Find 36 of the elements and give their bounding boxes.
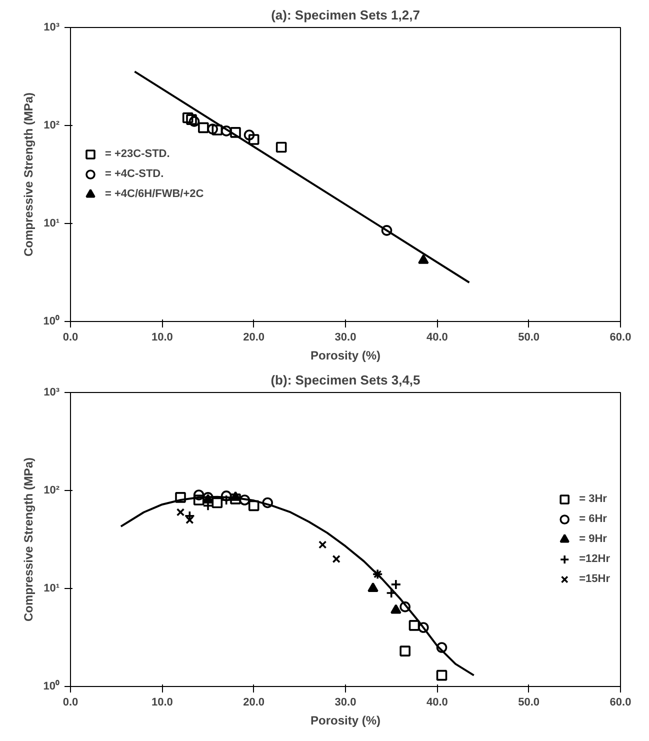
chart-title: (b): Specimen Sets 3,4,5 xyxy=(270,372,420,388)
x-tick-label: 10.0 xyxy=(151,696,173,708)
x-tick-label: 10.0 xyxy=(151,332,173,344)
x-tick-label: 30.0 xyxy=(334,696,356,708)
legend-label: = 3Hr xyxy=(579,493,607,505)
legend-label: =15Hr xyxy=(579,573,610,585)
y-tick-label: 10¹ xyxy=(44,218,60,230)
legend-label: = 6Hr xyxy=(579,513,607,525)
x-tick-label: 40.0 xyxy=(426,696,448,708)
y-tick-label: 10¹ xyxy=(44,582,60,594)
x-tick-label: 0.0 xyxy=(62,332,78,344)
y-axis-title: Compressive Strength (MPa) xyxy=(21,457,36,622)
x-tick-label: 60.0 xyxy=(610,696,632,708)
y-tick-label: 10³ xyxy=(44,386,60,398)
x-tick-label: 20.0 xyxy=(243,696,265,708)
x-tick-label: 60.0 xyxy=(610,332,632,344)
y-tick-label: 10³ xyxy=(44,22,60,34)
legend-label: = 9Hr xyxy=(579,533,607,545)
x-tick-label: 50.0 xyxy=(518,696,540,708)
legend-label: =12Hr xyxy=(579,553,610,565)
legend-label: = +23C-STD. xyxy=(105,148,170,160)
chart-title: (a): Specimen Sets 1,2,7 xyxy=(271,8,420,22)
y-tick-label: 10² xyxy=(44,120,60,132)
y-tick-label: 10² xyxy=(44,484,60,496)
legend-label: = +4C/6H/FWB/+2C xyxy=(105,188,204,200)
x-tick-label: 50.0 xyxy=(518,332,540,344)
x-tick-label: 20.0 xyxy=(243,332,265,344)
x-axis-title: Porosity (%) xyxy=(310,348,381,362)
y-tick-label: 10⁰ xyxy=(43,680,60,692)
y-axis-title: Compressive Strength (MPa) xyxy=(21,92,36,257)
x-tick-label: 0.0 xyxy=(62,696,78,708)
y-tick-label: 10⁰ xyxy=(43,314,60,328)
x-axis-title: Porosity (%) xyxy=(310,714,381,728)
legend-label: = +4C-STD. xyxy=(105,168,164,180)
x-tick-label: 40.0 xyxy=(426,332,448,344)
x-tick-label: 30.0 xyxy=(334,332,356,344)
